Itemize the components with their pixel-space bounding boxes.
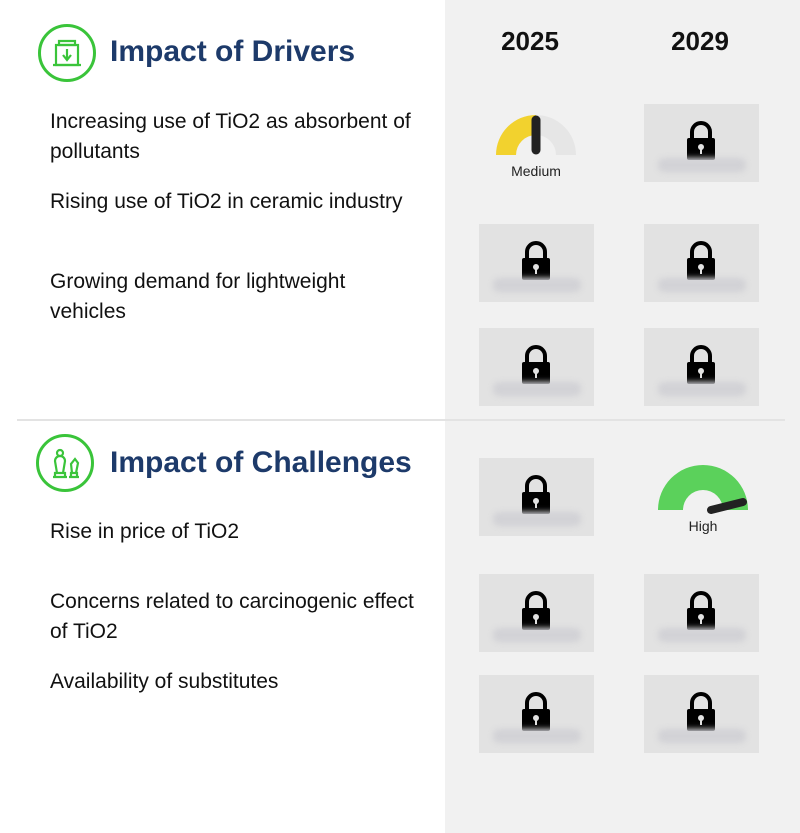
gauge-medium: Medium	[476, 110, 596, 200]
section-divider	[17, 419, 785, 421]
locked-cell[interactable]	[479, 224, 594, 302]
blurred-placeholder	[658, 729, 746, 743]
blurred-placeholder	[493, 382, 581, 396]
blurred-placeholder	[658, 382, 746, 396]
lock-icon	[687, 121, 715, 160]
year-2029-header: 2029	[671, 26, 729, 56]
challenges-title: Impact of Challenges	[110, 446, 412, 479]
lock-icon	[687, 591, 715, 630]
lock-icon	[522, 241, 550, 280]
locked-cell[interactable]	[479, 328, 594, 406]
lock-icon	[522, 475, 550, 514]
gauge-medium-label: Medium	[511, 163, 561, 179]
locked-cell[interactable]	[479, 574, 594, 652]
locked-cell[interactable]	[479, 458, 594, 536]
blurred-placeholder	[493, 278, 581, 292]
driver-item: Rising use of TiO2 in ceramic industry	[50, 190, 403, 213]
locked-cell[interactable]	[644, 328, 759, 406]
lock-icon	[522, 692, 550, 731]
gauge-high: High	[643, 462, 763, 552]
blurred-placeholder	[658, 278, 746, 292]
chess-icon	[36, 434, 94, 492]
driver-item: Increasing use of TiO2 as absorbent of p…	[50, 110, 411, 163]
year-2025-header: 2025	[501, 26, 559, 56]
blurred-placeholder	[658, 158, 746, 172]
lock-icon	[687, 345, 715, 384]
locked-cell[interactable]	[644, 104, 759, 182]
blurred-placeholder	[493, 512, 581, 526]
challenge-item: Availability of substitutes	[50, 670, 279, 693]
locked-cell[interactable]	[479, 675, 594, 753]
challenge-item: Rise in price of TiO2	[50, 520, 240, 543]
building-arrow-icon	[38, 24, 96, 82]
challenge-item: Concerns related to carcinogenic effect …	[50, 590, 414, 643]
locked-cell[interactable]	[644, 574, 759, 652]
lock-icon	[522, 591, 550, 630]
lock-icon	[687, 692, 715, 731]
locked-cell[interactable]	[644, 224, 759, 302]
driver-item: Growing demand for lightweight vehicles	[50, 270, 346, 323]
lock-icon	[687, 241, 715, 280]
locked-cell[interactable]	[644, 675, 759, 753]
drivers-title: Impact of Drivers	[110, 35, 356, 68]
blurred-placeholder	[658, 628, 746, 642]
blurred-placeholder	[493, 729, 581, 743]
lock-icon	[522, 345, 550, 384]
blurred-placeholder	[493, 628, 581, 642]
gauge-high-label: High	[688, 518, 718, 534]
